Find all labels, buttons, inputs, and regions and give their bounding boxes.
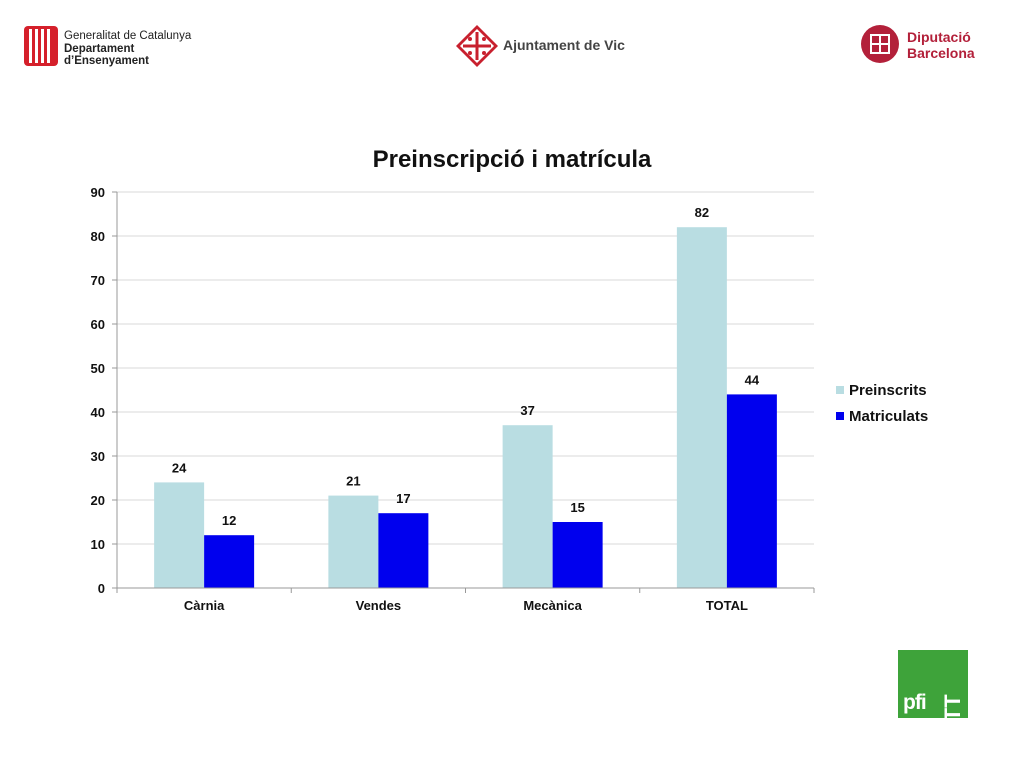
chart-bars	[154, 227, 777, 588]
x-tick-label: Mecànica	[523, 598, 582, 613]
ajuntament-vic-logo: Ajuntament de Vic	[455, 24, 635, 68]
bar-matriculats-1	[378, 513, 429, 588]
vic-shield-icon	[456, 25, 498, 67]
y-axis-ticks: 0 10 20 30 40 50 60 70 80 90	[91, 185, 105, 596]
diputacio-barcelona-logo: Diputació Barcelona	[860, 24, 1000, 68]
legend-swatch-preinscrits	[836, 386, 844, 394]
x-tick-label: TOTAL	[706, 598, 748, 613]
chart-title: Preinscripció i matrícula	[372, 146, 652, 173]
diputacio-line1: Diputació	[907, 29, 971, 45]
data-label: 82	[695, 205, 709, 220]
y-tick-label: 0	[98, 581, 105, 596]
data-label: 37	[520, 403, 534, 418]
legend-label-matriculats: Matriculats	[849, 407, 929, 425]
y-tick-label: 70	[91, 273, 105, 288]
data-label: 24	[172, 460, 187, 475]
legend-swatch-matriculats	[836, 412, 844, 420]
y-tick-label: 90	[91, 185, 105, 200]
y-tick-label: 50	[91, 361, 105, 376]
generalitat-logo: Generalitat de Catalunya Departament d’E…	[24, 26, 204, 70]
y-tick-label: 30	[91, 449, 105, 464]
ajuntament-name: Ajuntament de Vic	[503, 37, 625, 53]
legend-item-preinscrits: Preinscrits	[836, 377, 928, 403]
generalitat-line3: d’Ensenyament	[64, 55, 149, 67]
data-labels: 24 12 21 17 37 15 82 44	[172, 205, 760, 528]
pfi-text: pfi	[903, 691, 927, 714]
bar-preinscrits-3	[676, 227, 727, 588]
y-tick-label: 60	[91, 317, 105, 332]
data-label: 15	[570, 500, 584, 515]
bar-preinscrits-2	[502, 425, 553, 588]
y-tick-label: 20	[91, 493, 105, 508]
legend-label-preinscrits: Preinscrits	[849, 381, 927, 399]
x-axis-ticks: Càrnia Vendes Mecànica TOTAL	[184, 598, 748, 613]
y-tick-label: 10	[91, 537, 105, 552]
bar-matriculats-3	[726, 394, 777, 588]
legend-item-matriculats: Matriculats	[836, 403, 928, 429]
generalitat-line2: Departament	[64, 42, 135, 55]
diputacio-seal-icon	[861, 25, 899, 63]
data-label: 21	[346, 474, 360, 489]
x-tick-label: Vendes	[356, 598, 402, 613]
bar-preinscrits-1	[328, 495, 379, 588]
chart-legend: Preinscrits Matriculats	[836, 377, 928, 429]
data-label: 12	[222, 513, 236, 528]
bar-preinscrits-0	[154, 482, 205, 588]
diputacio-line2: Barcelona	[907, 45, 975, 61]
generalitat-line1: Generalitat de Catalunya	[64, 30, 192, 42]
pfi-ptt-logo: pfi PTT	[898, 650, 968, 736]
data-label: 44	[745, 372, 760, 387]
chart-axes	[112, 191, 815, 593]
data-label: 17	[396, 491, 410, 506]
bar-matriculats-2	[552, 522, 603, 588]
generalitat-emblem-icon	[24, 26, 58, 66]
y-tick-label: 80	[91, 229, 105, 244]
x-tick-label: Càrnia	[184, 598, 225, 613]
bar-matriculats-0	[204, 535, 255, 588]
y-tick-label: 40	[91, 405, 105, 420]
